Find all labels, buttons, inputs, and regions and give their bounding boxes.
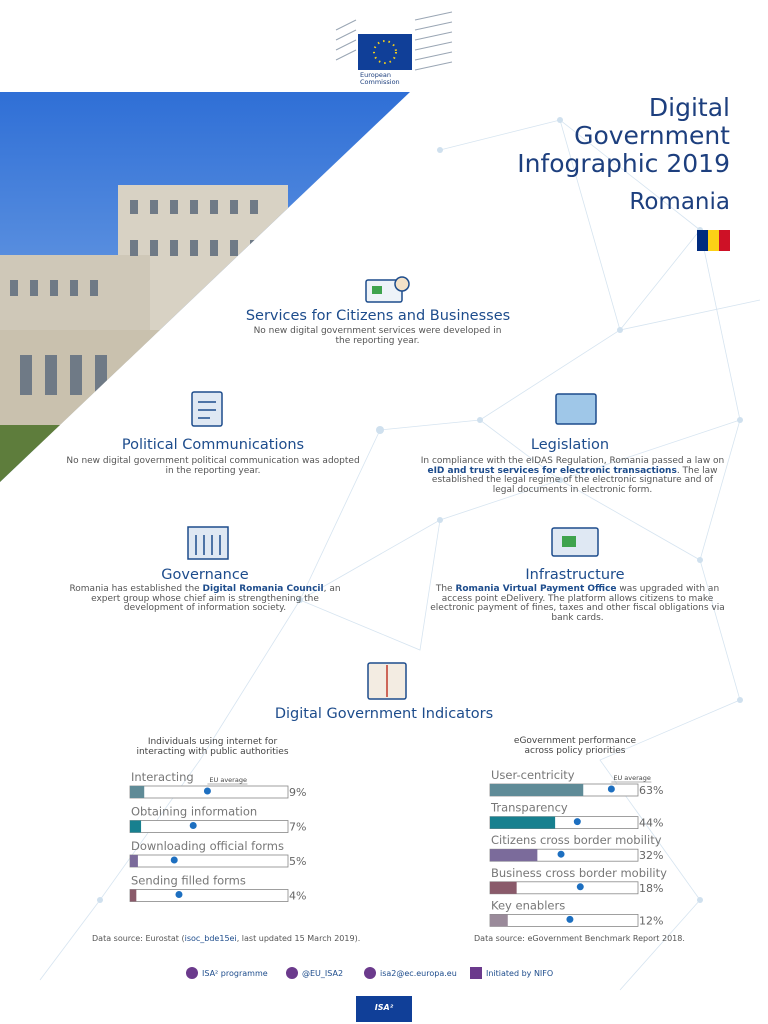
data-source: Data source: eGovernment Benchmark Repor… bbox=[474, 934, 685, 943]
bar-track bbox=[129, 820, 289, 833]
section-title: Governance bbox=[161, 567, 249, 583]
bar bbox=[130, 889, 137, 902]
value-label: 44% bbox=[639, 817, 663, 830]
title-line: Infographic 2019 bbox=[517, 149, 730, 178]
section-text: No new digital government services were … bbox=[245, 326, 510, 346]
chart-title: eGovernment performance across policy pr… bbox=[513, 736, 637, 756]
eu-average-marker bbox=[556, 849, 566, 859]
category-label: Citizens cross border mobility bbox=[491, 833, 662, 847]
bar bbox=[490, 914, 508, 927]
eu-average-marker bbox=[575, 882, 585, 892]
category-label: Interacting bbox=[131, 770, 194, 784]
country: Romania bbox=[629, 189, 730, 215]
chart-title: Individuals using internet for interacti… bbox=[136, 737, 289, 757]
section-text: The Romania Virtual Payment Office was u… bbox=[425, 584, 730, 623]
bar bbox=[130, 820, 142, 833]
category-label: Obtaining information bbox=[131, 805, 257, 819]
eu-average-label: EU average bbox=[613, 774, 651, 782]
category-label: Downloading official forms bbox=[131, 839, 284, 853]
category-label: Transparency bbox=[490, 801, 568, 815]
link-text[interactable]: ISA² programme bbox=[202, 968, 268, 978]
text: Data source: Eurostat ( bbox=[92, 934, 185, 943]
title-line: Digital bbox=[648, 93, 730, 122]
text: was upgraded with an access point eDeliv… bbox=[430, 584, 725, 623]
value-label: 4% bbox=[289, 890, 306, 903]
value-label: 5% bbox=[289, 855, 306, 868]
category-label: Key enablers bbox=[491, 898, 565, 912]
category-label: User-centricity bbox=[491, 768, 575, 782]
title-line: Government bbox=[574, 121, 730, 150]
data-source: Data source: Eurostat (isoc_bde15ei, las… bbox=[92, 934, 360, 943]
footer-link[interactable]: ISA² programme bbox=[186, 967, 268, 979]
value-label: 63% bbox=[639, 784, 663, 797]
section-title: Infrastructure bbox=[525, 567, 625, 583]
text: No new digital government services were … bbox=[253, 326, 502, 346]
eu-average-label: EU average bbox=[209, 776, 247, 784]
text: The bbox=[435, 584, 456, 594]
value-label: 7% bbox=[289, 821, 306, 834]
bar bbox=[490, 784, 584, 796]
bar-track bbox=[129, 854, 289, 868]
bar-track bbox=[129, 889, 289, 902]
link[interactable]: Digital Romania Council bbox=[202, 584, 324, 594]
eu-average-marker bbox=[202, 786, 212, 796]
category-label: Business cross border mobility bbox=[491, 866, 667, 880]
section-title: Legislation bbox=[530, 437, 610, 453]
eu-average-marker bbox=[188, 821, 198, 830]
link[interactable]: eID and trust services for electronic tr… bbox=[427, 465, 677, 476]
eu-average-marker bbox=[174, 890, 184, 899]
bar-track bbox=[489, 914, 639, 927]
text: Romania has established the bbox=[69, 584, 203, 594]
section-text: Romania has established the Digital Roma… bbox=[60, 584, 350, 614]
badge-box bbox=[356, 996, 412, 1022]
link-text[interactable]: isa2@ec.europa.eu bbox=[380, 968, 457, 978]
text: No new digital government political comm… bbox=[66, 456, 360, 476]
footer-link[interactable]: @EU_ISA2 bbox=[286, 967, 343, 979]
value-label: 12% bbox=[639, 914, 663, 927]
section-title: Political Communications bbox=[121, 437, 305, 453]
icons bbox=[187, 276, 599, 700]
section-title: Services for Citizens and Businesses bbox=[245, 308, 511, 324]
bar bbox=[490, 816, 556, 829]
text: . The law established the legal regime o… bbox=[431, 465, 718, 495]
text: Data source: eGovernment Benchmark Repor… bbox=[474, 934, 685, 943]
footer-link[interactable]: isa2@ec.europa.eu bbox=[364, 967, 457, 979]
category-label: Sending filled forms bbox=[131, 874, 246, 888]
link[interactable]: Romania Virtual Payment Office bbox=[455, 584, 617, 594]
text: In compliance with the eIDAS Regulation,… bbox=[420, 456, 725, 466]
link[interactable]: isoc_bde15ei bbox=[184, 934, 237, 943]
link-text[interactable]: @EU_ISA2 bbox=[302, 968, 344, 978]
logo bbox=[333, 10, 455, 92]
footer-link[interactable]: Initiated by NIFO bbox=[470, 967, 553, 979]
indicators-title: Digital Government Indicators bbox=[274, 706, 494, 722]
logo-text: European Commission bbox=[360, 71, 400, 86]
eu-average-marker bbox=[572, 817, 582, 827]
link-text[interactable]: Initiated by NIFO bbox=[486, 968, 554, 978]
text: , an expert group whose chief aim is str… bbox=[91, 584, 341, 613]
bar bbox=[130, 855, 138, 867]
value-label: 9% bbox=[289, 786, 306, 799]
bar bbox=[490, 849, 538, 862]
value-label: 32% bbox=[639, 849, 663, 862]
bar bbox=[130, 786, 145, 798]
eu-average-marker bbox=[169, 855, 179, 865]
bar bbox=[490, 881, 517, 894]
section-text: In compliance with the eIDAS Regulation,… bbox=[420, 456, 725, 495]
flag bbox=[697, 230, 730, 251]
eu-average-marker bbox=[565, 914, 575, 924]
value-label: 18% bbox=[639, 882, 663, 895]
text: , last updated 15 March 2019). bbox=[236, 934, 361, 943]
indicator-charts: Interacting 9% EU average Obtaining informa… bbox=[129, 768, 667, 927]
section-text: No new digital government political comm… bbox=[63, 456, 363, 476]
eu-average-marker bbox=[606, 784, 616, 794]
badge: ISA² bbox=[374, 1003, 394, 1012]
